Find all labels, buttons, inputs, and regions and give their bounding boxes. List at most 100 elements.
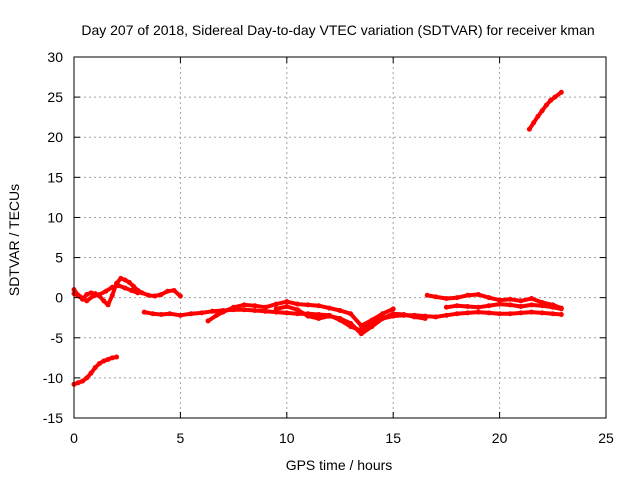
data-point xyxy=(109,355,115,361)
data-point xyxy=(139,290,145,296)
data-point xyxy=(158,291,164,297)
data-point xyxy=(145,292,151,298)
grid-lines xyxy=(74,57,606,418)
data-point xyxy=(188,311,194,317)
data-point xyxy=(75,380,81,386)
data-point xyxy=(88,370,94,376)
data-point xyxy=(316,303,322,309)
data-point xyxy=(422,316,428,322)
data-point xyxy=(101,298,107,304)
data-point xyxy=(507,302,513,308)
data-point xyxy=(548,97,554,103)
data-point xyxy=(305,302,311,308)
data-point xyxy=(122,277,128,283)
data-point xyxy=(97,360,103,366)
data-point xyxy=(90,293,96,299)
data-point xyxy=(543,102,549,108)
data-point xyxy=(109,292,115,298)
data-point xyxy=(550,304,556,310)
data-point xyxy=(114,354,120,360)
data-point xyxy=(252,308,258,314)
data-point xyxy=(199,310,205,316)
x-tick-label: 0 xyxy=(70,430,78,446)
data-point xyxy=(252,303,258,309)
data-point xyxy=(326,313,332,319)
data-point xyxy=(273,306,279,312)
data-point xyxy=(177,293,183,299)
data-point xyxy=(177,312,183,318)
y-tick-label: -10 xyxy=(43,370,63,386)
data-point xyxy=(205,318,211,324)
data-point xyxy=(150,311,156,317)
data-point xyxy=(263,308,269,314)
data-point xyxy=(84,291,90,297)
data-point xyxy=(401,312,407,318)
y-tick-label: 0 xyxy=(55,290,63,306)
data-point xyxy=(92,364,98,370)
data-point xyxy=(454,311,460,317)
chart-title: Day 207 of 2018, Sidereal Day-to-day VTE… xyxy=(81,22,594,38)
data-point xyxy=(529,309,535,315)
data-point xyxy=(241,302,247,308)
y-axis-label: SDTVAR / TECUs xyxy=(6,184,22,296)
data-point xyxy=(539,310,545,316)
data-point xyxy=(558,89,564,95)
data-point xyxy=(518,310,524,316)
data-point xyxy=(433,314,439,320)
data-point xyxy=(109,284,115,290)
data-point xyxy=(128,287,134,293)
data-point xyxy=(209,308,215,314)
data-point xyxy=(284,303,290,309)
x-tick-label: 10 xyxy=(279,430,295,446)
y-tick-label: -15 xyxy=(43,410,63,426)
data-point xyxy=(101,358,107,364)
data-point xyxy=(497,297,503,303)
data-point xyxy=(220,309,226,315)
data-point xyxy=(443,304,449,310)
data-point xyxy=(475,304,481,310)
data-point xyxy=(337,308,343,314)
data-point xyxy=(165,288,171,294)
data-point xyxy=(316,316,322,322)
data-point xyxy=(135,290,141,296)
data-point xyxy=(131,283,137,289)
data-point xyxy=(465,303,471,309)
data-point xyxy=(526,126,532,132)
data-point xyxy=(122,285,128,291)
data-point xyxy=(348,311,354,317)
data-point xyxy=(486,310,492,316)
data-point xyxy=(529,302,535,308)
data-point xyxy=(411,314,417,320)
data-point xyxy=(529,295,535,301)
data-point xyxy=(103,288,109,294)
data-point xyxy=(443,312,449,318)
data-series xyxy=(71,89,564,387)
data-point xyxy=(539,303,545,309)
data-point xyxy=(326,305,332,311)
data-point xyxy=(80,378,86,384)
data-point xyxy=(539,108,545,114)
tick-labels: 0 5 10 15 20 25 -15 -10 -5 0 5 10 15 20 25 30 xyxy=(43,49,614,446)
data-point xyxy=(126,279,132,285)
y-tick-label: -5 xyxy=(51,330,64,346)
data-point xyxy=(105,302,111,308)
data-point xyxy=(380,316,386,322)
data-point xyxy=(77,294,83,300)
data-point xyxy=(465,292,471,298)
data-point xyxy=(284,310,290,316)
y-tick-label: 25 xyxy=(47,89,63,105)
plot-frame xyxy=(73,56,607,419)
data-point xyxy=(305,313,311,319)
x-axis-label: GPS time / hours xyxy=(286,457,393,473)
data-point xyxy=(273,301,279,307)
data-point xyxy=(475,309,481,315)
data-point xyxy=(116,283,122,289)
y-tick-label: 10 xyxy=(47,209,63,225)
data-point xyxy=(337,316,343,322)
data-point xyxy=(167,311,173,317)
data-point xyxy=(284,299,290,305)
data-point xyxy=(558,306,564,312)
data-point xyxy=(465,310,471,316)
data-point xyxy=(535,113,541,119)
